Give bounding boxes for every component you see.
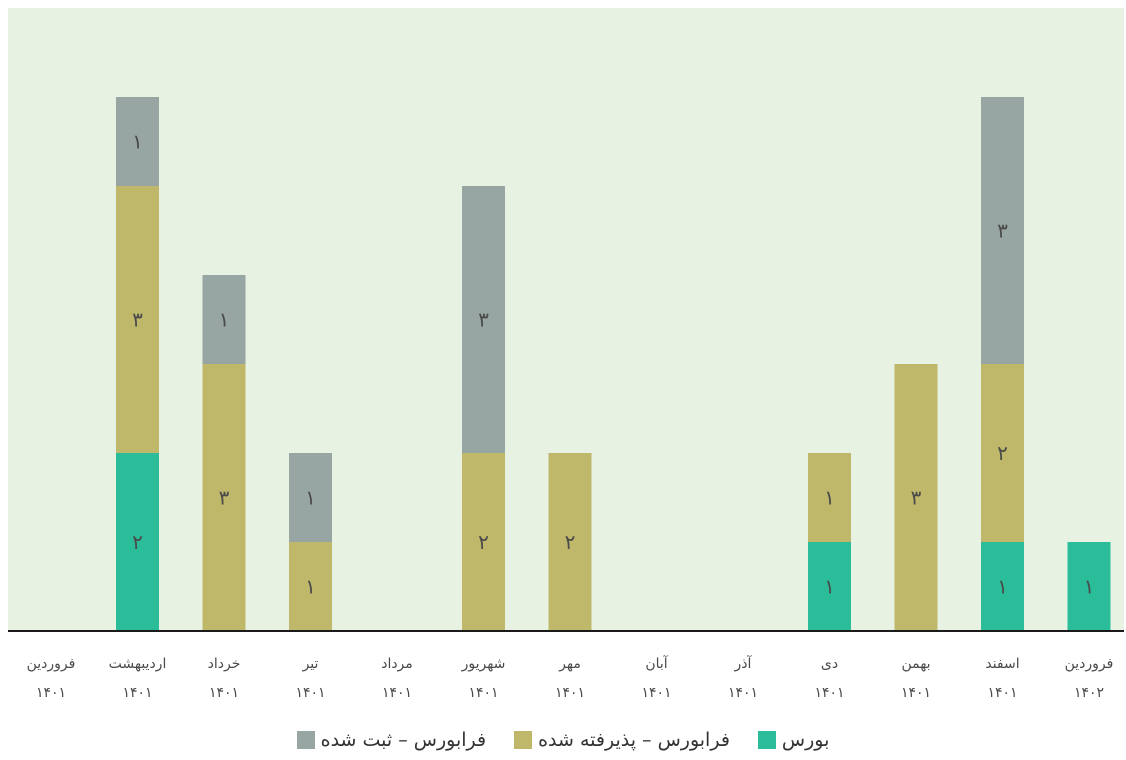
bar-segment (981, 97, 1024, 364)
x-tick-year: ۱۴۰۱ (814, 685, 844, 701)
legend-item-farabourse-registered: فرابورس – ثبت شده (296, 729, 487, 751)
x-tick-year: ۱۴۰۱ (209, 685, 239, 701)
bar-segment-label: ۲ (997, 441, 1008, 465)
bar-segment-label: ۱ (305, 575, 316, 599)
bar-segment (202, 275, 246, 364)
bar-segment-label: ۲ (132, 530, 143, 554)
legend-label-farabourse-accepted: فرابورس – پذیرفته شده (538, 729, 730, 751)
bar-segment-label: ۱ (824, 486, 835, 510)
x-tick-labels: فروردین ۱۴۰۱ اردیبهشت ۱۴۰۱ خرداد ۱۴۰۱ تیر ۱۴۰۱ م… (27, 655, 1114, 701)
bar-segment-label: ۱ (305, 486, 316, 510)
bar-segment-label: ۱ (132, 130, 143, 154)
x-tick-year: ۱۴۰۱ (36, 685, 66, 701)
bar-segment (1067, 542, 1111, 631)
x-tick-year: ۱۴۰۱ (382, 685, 412, 701)
legend-label-bourse: بورس (781, 729, 830, 751)
x-tick-month: تیر (302, 656, 319, 672)
bar-segment (462, 453, 505, 631)
x-tick-year: ۱۴۰۱ (901, 685, 931, 701)
bar-segment-label: ۱ (1084, 575, 1095, 599)
x-tick-month: اسفند (985, 656, 1019, 672)
x-tick-year: ۱۴۰۱ (728, 685, 758, 701)
bar-segment (894, 364, 938, 631)
legend-swatch-bourse (757, 731, 776, 749)
bar-segment (116, 97, 159, 186)
bar-segment (981, 364, 1024, 542)
bar-segment-label: ۳ (132, 308, 143, 332)
bar-segment (202, 364, 246, 631)
legend: بورس فرابورس – پذیرفته شده فرابورس – ثبت… (0, 722, 1126, 758)
bar-segment (462, 186, 505, 453)
bar-segment-label: ۱ (997, 575, 1008, 599)
bar-segment-label: ۲ (565, 530, 576, 554)
stacked-bar-chart: ۲ ۳ ۱ ۳ ۱ ۱ ۱ ۲ ۳ ۲ ۱ ۱ ۳ ۱ ۲ ۳ ۱ فروردین ۱۴۰۱ اردیبهشت ۱۴۰… (8, 8, 1124, 701)
bars-layer: ۲ ۳ ۱ ۳ ۱ ۱ ۱ ۲ ۳ ۲ ۱ ۱ ۳ ۱ ۲ ۳ ۱ (116, 97, 1111, 631)
bar-segment (808, 453, 851, 542)
legend-swatch-farabourse-accepted (514, 731, 533, 749)
bar-segment-label: ۳ (478, 308, 489, 332)
bar-segment-label: ۱ (219, 308, 230, 332)
x-tick-month: فروردین (1065, 656, 1114, 672)
bar-segment (548, 453, 592, 631)
x-tick-year: ۱۴۰۱ (987, 685, 1017, 701)
x-tick-year: ۱۴۰۱ (555, 685, 585, 701)
x-tick-year: ۱۴۰۱ (122, 685, 152, 701)
x-tick-month: مرداد (381, 656, 413, 672)
x-tick-month: شهریور (461, 656, 506, 672)
bar-segment (981, 542, 1024, 631)
bar-segment-label: ۱ (824, 575, 835, 599)
bar-segment (808, 542, 851, 631)
x-tick-month: آبان (645, 655, 668, 672)
x-tick-year: ۱۴۰۱ (295, 685, 325, 701)
x-tick-month: آذر (734, 655, 753, 672)
bar-segment-label: ۲ (478, 530, 489, 554)
x-tick-month: اردیبهشت (109, 656, 167, 672)
legend-item-farabourse-accepted: فرابورس – پذیرفته شده (514, 729, 730, 751)
bar-segment (289, 542, 332, 631)
bar-segment (116, 186, 159, 453)
legend-item-bourse: بورس (757, 729, 830, 751)
bar-segment-label: ۳ (997, 219, 1008, 243)
legend-label-farabourse-registered: فرابورس – ثبت شده (320, 729, 487, 751)
bar-segment (289, 453, 332, 542)
x-tick-month: مهر (558, 656, 581, 672)
bar-segment-label: ۳ (911, 486, 922, 510)
x-tick-month: خرداد (208, 656, 241, 672)
x-tick-month: فروردین (27, 656, 76, 672)
x-tick-year: ۱۴۰۲ (1074, 685, 1104, 701)
x-tick-month: بهمن (901, 656, 930, 672)
x-tick-year: ۱۴۰۱ (468, 685, 498, 701)
legend-swatch-farabourse-registered (296, 731, 315, 749)
x-tick-month: دی (821, 656, 838, 672)
bar-segment (116, 453, 159, 631)
x-tick-year: ۱۴۰۱ (641, 685, 671, 701)
bar-segment-label: ۳ (219, 486, 230, 510)
